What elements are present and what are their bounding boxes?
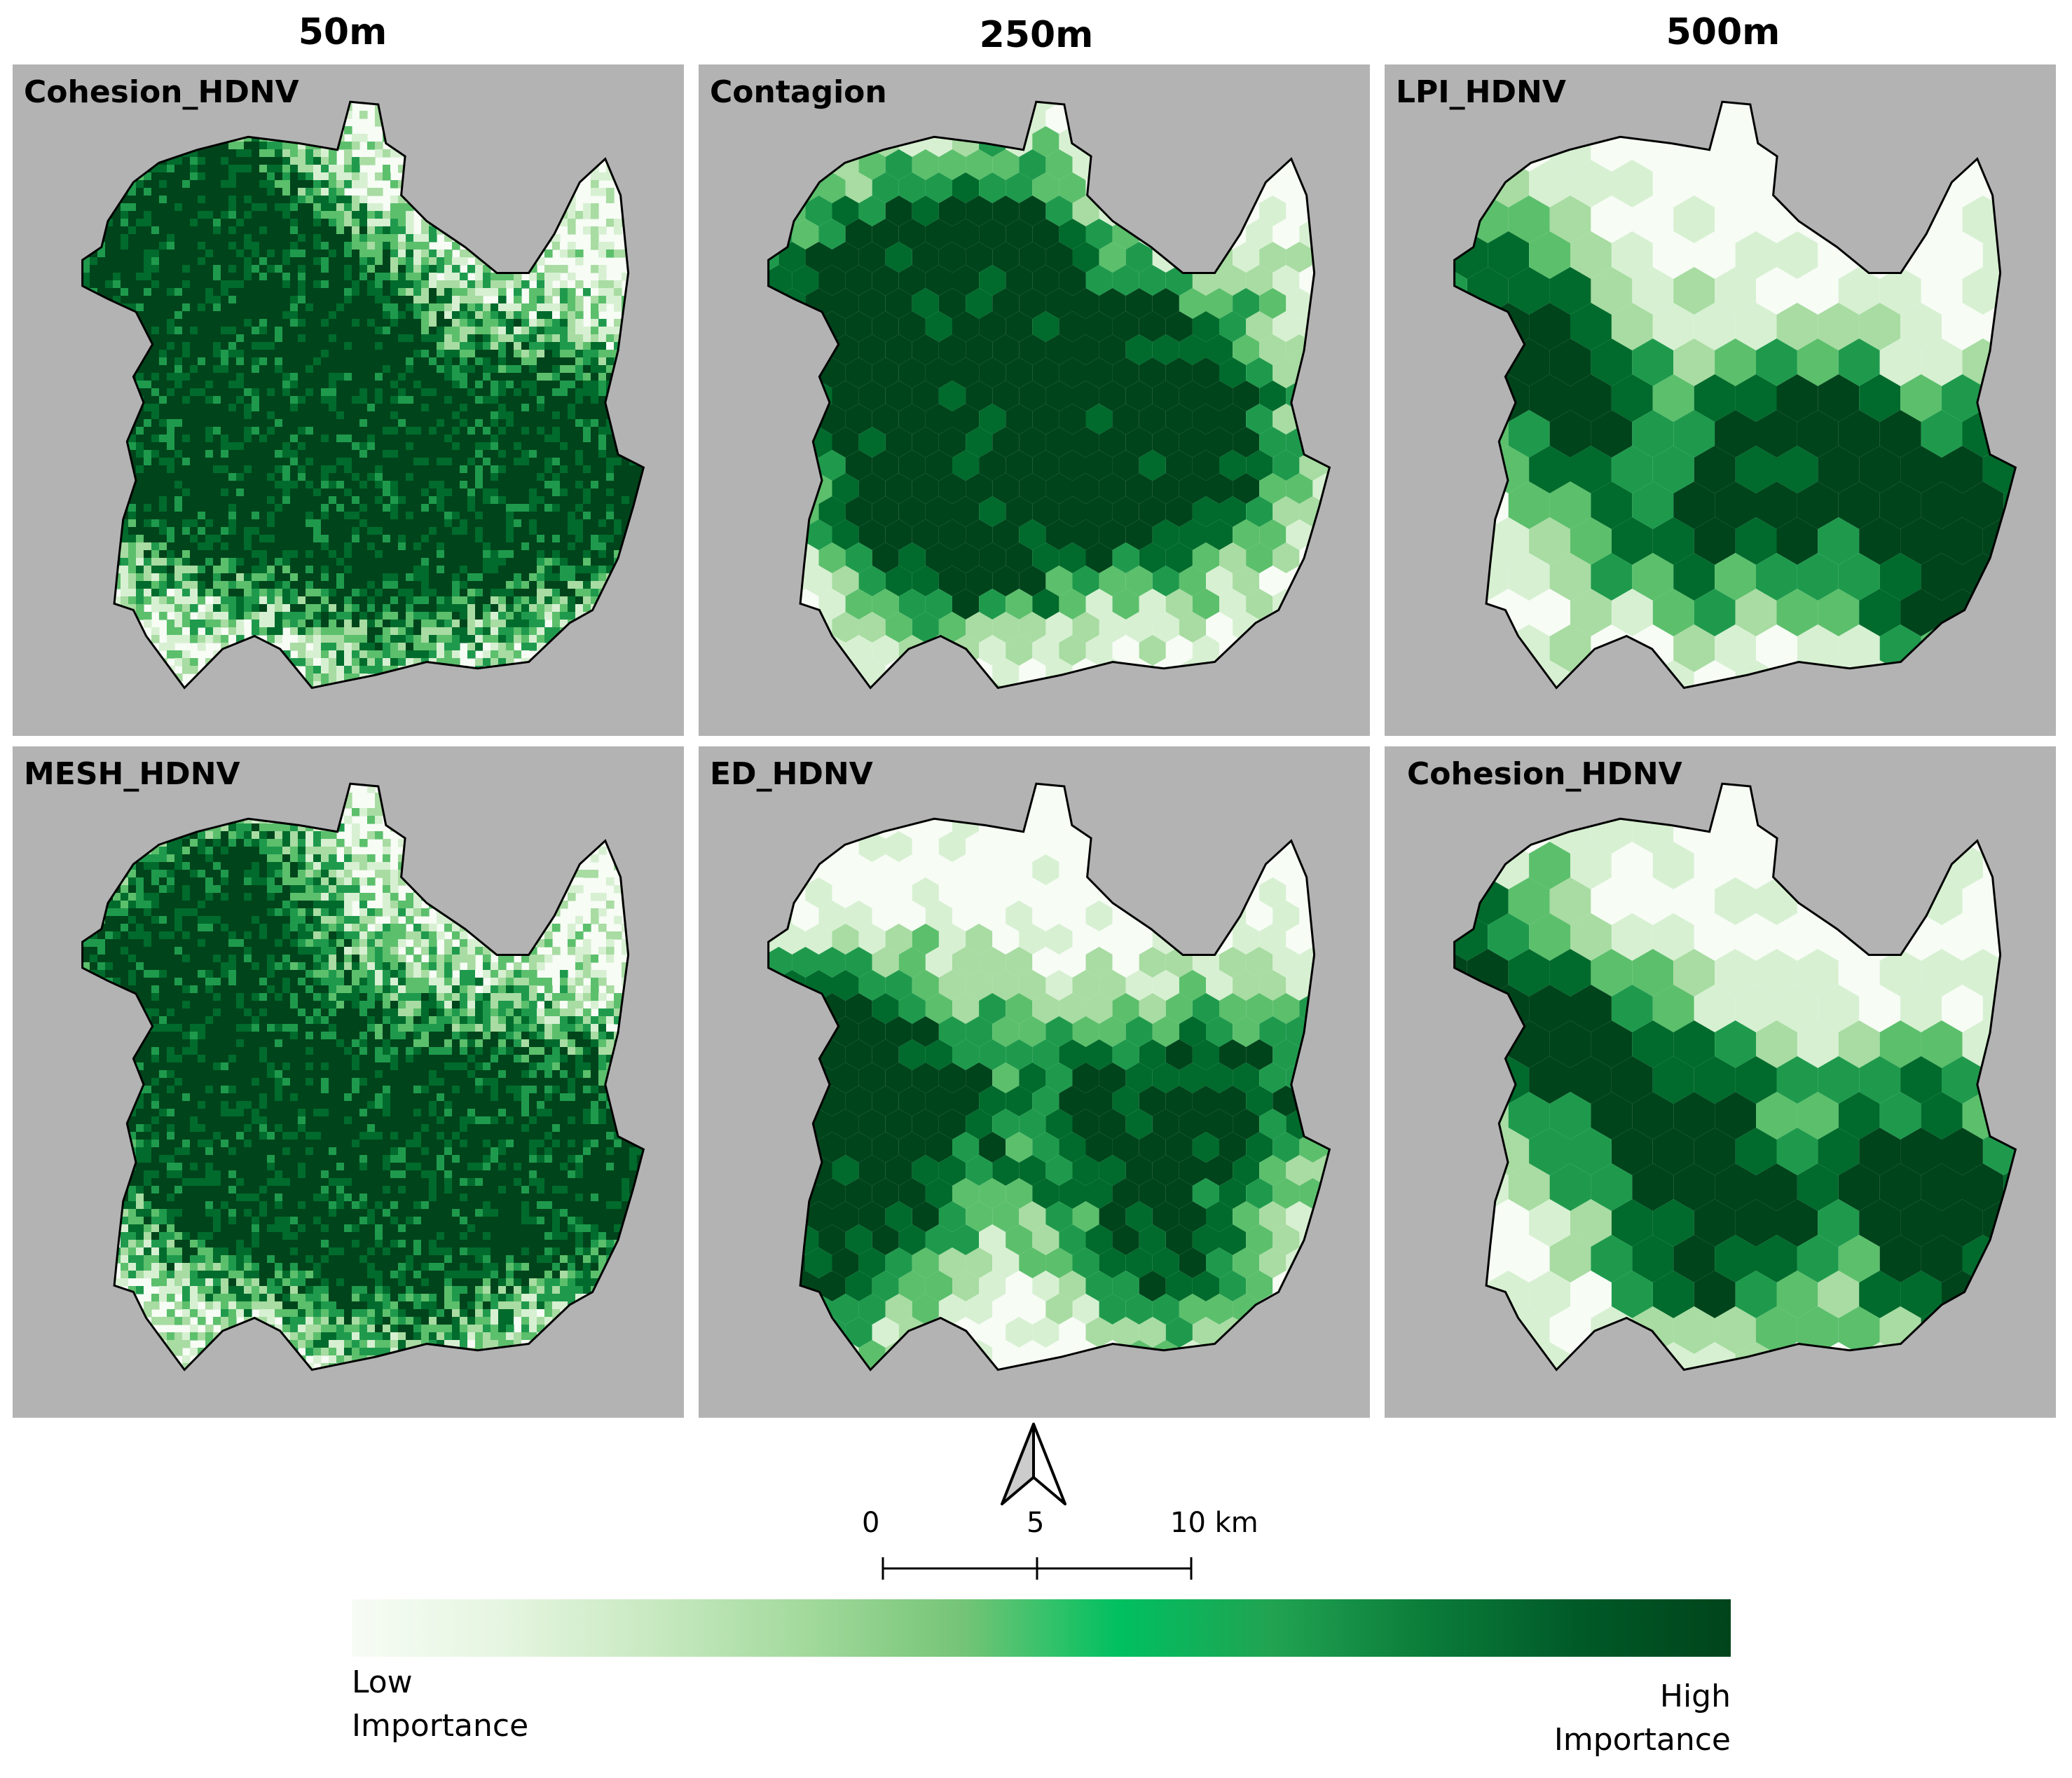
column-header-500m: 500m: [1666, 11, 1781, 53]
map-panel-cohesion-50m: Cohesion_HDNV: [13, 64, 684, 736]
map-canvas: [767, 782, 1331, 1372]
watershed-boundary: [767, 100, 1331, 690]
north-arrow-icon: [1001, 1423, 1066, 1505]
watershed-boundary: [81, 782, 645, 1372]
raster-layer: [1454, 102, 2016, 688]
column-header-50m: 50m: [298, 11, 387, 53]
legend-low-text: Low Importance: [352, 1664, 529, 1744]
map-canvas: [767, 100, 1331, 690]
legend-high-label: High Importance: [1554, 1675, 1731, 1762]
map-canvas: [81, 782, 645, 1372]
panel-title: ED_HDNV: [710, 756, 873, 792]
panel-title: MESH_HDNV: [24, 756, 240, 792]
map-panel-mesh-50m: MESH_HDNV: [13, 746, 684, 1418]
map-panel-ed-250m: ED_HDNV: [699, 746, 1370, 1418]
scale-label-0: 0: [862, 1507, 880, 1539]
raster-layer: [768, 784, 1330, 1370]
legend-low-label: Low Importance: [352, 1661, 528, 1748]
legend-color-ramp: [352, 1599, 1731, 1657]
raster-layer: [82, 102, 644, 688]
map-panel-contagion-250m: Contagion: [699, 64, 1370, 736]
legend-high-text: High Importance: [1553, 1678, 1731, 1758]
scale-label-10km: 10 km: [1170, 1507, 1258, 1539]
raster-layer: [768, 102, 1330, 688]
panel-title: Cohesion_HDNV: [1407, 756, 1682, 792]
raster-layer: [1454, 784, 2016, 1370]
map-panel-cohesion-500m: Cohesion_HDNV: [1385, 746, 2056, 1418]
watershed-boundary: [767, 782, 1331, 1372]
scale-bar-line: [881, 1557, 1193, 1580]
watershed-boundary: [1453, 100, 2017, 690]
panel-title: Contagion: [710, 74, 887, 110]
map-canvas: [1453, 100, 2017, 690]
map-canvas: [81, 100, 645, 690]
column-header-250m: 250m: [979, 14, 1094, 56]
map-canvas: [1453, 782, 2017, 1372]
map-panel-lpi-500m: LPI_HDNV: [1385, 64, 2056, 736]
watershed-boundary: [1453, 782, 2017, 1372]
panel-title: LPI_HDNV: [1396, 74, 1566, 110]
watershed-boundary: [81, 100, 645, 690]
scale-label-5: 5: [1027, 1507, 1045, 1539]
raster-layer: [82, 784, 644, 1370]
panel-title: Cohesion_HDNV: [24, 74, 299, 110]
